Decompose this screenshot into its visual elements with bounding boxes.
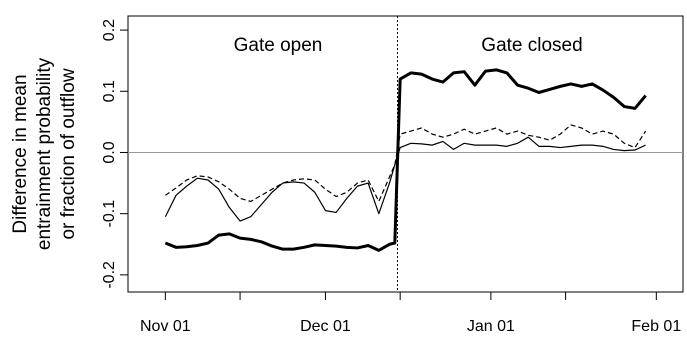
- annotation: Gate closed: [481, 35, 582, 56]
- y-tick-label: 0.1: [101, 80, 118, 102]
- y-tick-label: -0.1: [101, 200, 118, 228]
- plot-frame: [127, 15, 684, 293]
- x-tick-label: Dec 01: [300, 318, 351, 335]
- x-tick-label: Nov 01: [140, 318, 191, 335]
- series-line: [164, 68, 647, 252]
- y-tick-label: -0.2: [101, 261, 118, 289]
- y-tick-label: 0.2: [101, 19, 118, 41]
- x-tick-label: Jan 01: [467, 318, 515, 335]
- y-axis-label: Difference in mean: [10, 74, 31, 233]
- annotation: Gate open: [234, 35, 323, 56]
- x-tick-label: Feb 01: [631, 318, 681, 335]
- y-axis-label: or fraction of outflow: [58, 68, 79, 239]
- y-tick-label: 0.0: [101, 141, 118, 163]
- series-line: [165, 124, 647, 203]
- y-axis-label: entrainment probability: [34, 57, 55, 250]
- series-line: [164, 136, 646, 222]
